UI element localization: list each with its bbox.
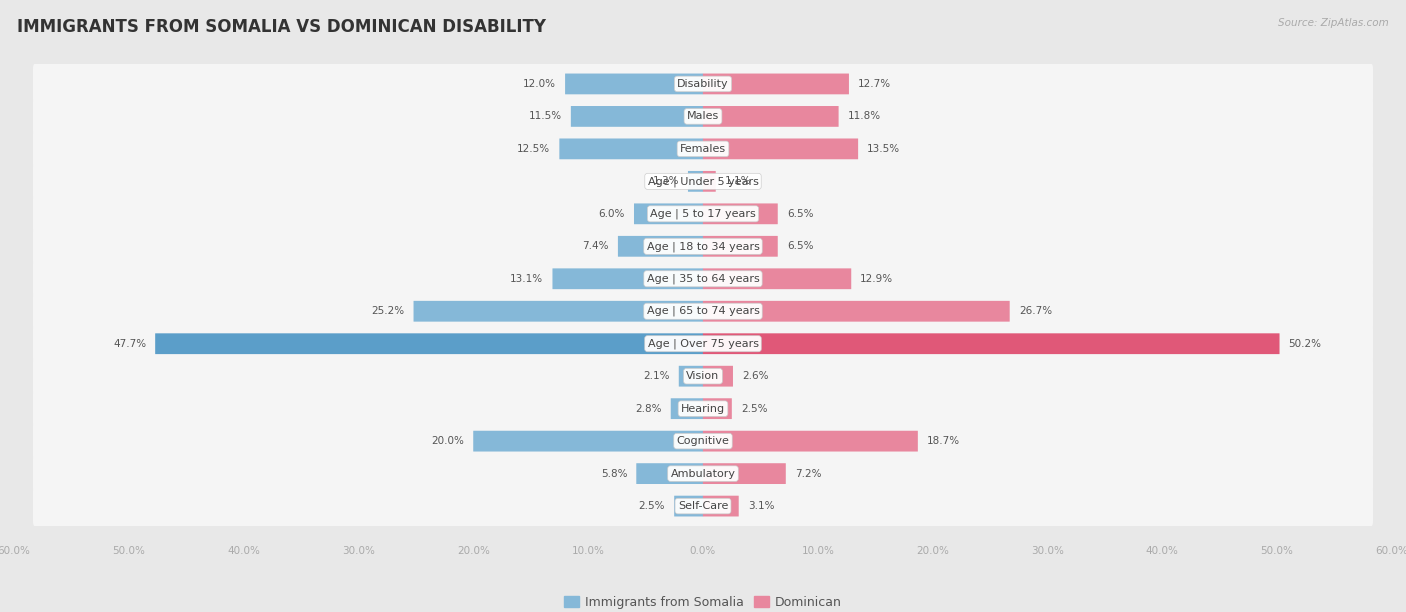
Text: Hearing: Hearing [681, 404, 725, 414]
FancyBboxPatch shape [703, 334, 1279, 354]
FancyBboxPatch shape [32, 97, 1374, 136]
FancyBboxPatch shape [637, 463, 703, 484]
FancyBboxPatch shape [32, 162, 1374, 201]
Text: 50.2%: 50.2% [1289, 338, 1322, 349]
Text: 2.8%: 2.8% [636, 404, 662, 414]
FancyBboxPatch shape [703, 398, 731, 419]
Text: Age | Over 75 years: Age | Over 75 years [648, 338, 758, 349]
FancyBboxPatch shape [703, 138, 858, 159]
FancyBboxPatch shape [32, 421, 1374, 461]
Text: Age | Under 5 years: Age | Under 5 years [648, 176, 758, 187]
FancyBboxPatch shape [571, 106, 703, 127]
FancyBboxPatch shape [32, 486, 1374, 526]
Text: 20.0%: 20.0% [432, 436, 464, 446]
FancyBboxPatch shape [703, 431, 918, 452]
Text: Females: Females [681, 144, 725, 154]
Text: 12.5%: 12.5% [517, 144, 550, 154]
FancyBboxPatch shape [703, 269, 851, 289]
FancyBboxPatch shape [703, 463, 786, 484]
Text: 2.5%: 2.5% [638, 501, 665, 511]
Text: 1.3%: 1.3% [652, 176, 679, 186]
Text: 2.5%: 2.5% [741, 404, 768, 414]
Text: 11.5%: 11.5% [529, 111, 562, 121]
FancyBboxPatch shape [32, 64, 1374, 104]
Text: 12.0%: 12.0% [523, 79, 555, 89]
Text: Age | 5 to 17 years: Age | 5 to 17 years [650, 209, 756, 219]
Text: 1.1%: 1.1% [725, 176, 751, 186]
FancyBboxPatch shape [32, 356, 1374, 396]
Text: 7.4%: 7.4% [582, 241, 609, 252]
Text: Source: ZipAtlas.com: Source: ZipAtlas.com [1278, 18, 1389, 28]
FancyBboxPatch shape [703, 301, 1010, 322]
FancyBboxPatch shape [155, 334, 703, 354]
Text: 11.8%: 11.8% [848, 111, 880, 121]
Text: 25.2%: 25.2% [371, 306, 405, 316]
FancyBboxPatch shape [675, 496, 703, 517]
FancyBboxPatch shape [32, 324, 1374, 364]
FancyBboxPatch shape [565, 73, 703, 94]
Text: Age | 18 to 34 years: Age | 18 to 34 years [647, 241, 759, 252]
FancyBboxPatch shape [703, 203, 778, 224]
FancyBboxPatch shape [32, 194, 1374, 234]
FancyBboxPatch shape [703, 236, 778, 256]
Text: 3.1%: 3.1% [748, 501, 775, 511]
Text: Cognitive: Cognitive [676, 436, 730, 446]
FancyBboxPatch shape [703, 496, 738, 517]
Text: 7.2%: 7.2% [794, 469, 821, 479]
Text: Self-Care: Self-Care [678, 501, 728, 511]
FancyBboxPatch shape [32, 389, 1374, 428]
Text: 13.5%: 13.5% [868, 144, 900, 154]
FancyBboxPatch shape [634, 203, 703, 224]
FancyBboxPatch shape [671, 398, 703, 419]
Text: 12.9%: 12.9% [860, 274, 893, 284]
FancyBboxPatch shape [32, 259, 1374, 299]
FancyBboxPatch shape [413, 301, 703, 322]
Text: 2.1%: 2.1% [643, 371, 669, 381]
FancyBboxPatch shape [560, 138, 703, 159]
Text: Males: Males [688, 111, 718, 121]
Text: Ambulatory: Ambulatory [671, 469, 735, 479]
Text: Disability: Disability [678, 79, 728, 89]
Text: IMMIGRANTS FROM SOMALIA VS DOMINICAN DISABILITY: IMMIGRANTS FROM SOMALIA VS DOMINICAN DIS… [17, 18, 546, 36]
Text: Vision: Vision [686, 371, 720, 381]
FancyBboxPatch shape [553, 269, 703, 289]
Legend: Immigrants from Somalia, Dominican: Immigrants from Somalia, Dominican [564, 595, 842, 609]
FancyBboxPatch shape [32, 129, 1374, 169]
Text: 6.5%: 6.5% [787, 209, 813, 219]
Text: 13.1%: 13.1% [510, 274, 543, 284]
Text: 2.6%: 2.6% [742, 371, 769, 381]
FancyBboxPatch shape [32, 291, 1374, 331]
Text: 6.0%: 6.0% [599, 209, 624, 219]
Text: 5.8%: 5.8% [600, 469, 627, 479]
FancyBboxPatch shape [703, 73, 849, 94]
Text: 18.7%: 18.7% [927, 436, 960, 446]
Text: 47.7%: 47.7% [112, 338, 146, 349]
FancyBboxPatch shape [32, 226, 1374, 266]
FancyBboxPatch shape [32, 453, 1374, 494]
Text: 26.7%: 26.7% [1019, 306, 1052, 316]
FancyBboxPatch shape [679, 366, 703, 387]
FancyBboxPatch shape [703, 171, 716, 192]
Text: 12.7%: 12.7% [858, 79, 891, 89]
FancyBboxPatch shape [703, 106, 838, 127]
FancyBboxPatch shape [617, 236, 703, 256]
FancyBboxPatch shape [474, 431, 703, 452]
Text: Age | 35 to 64 years: Age | 35 to 64 years [647, 274, 759, 284]
Text: Age | 65 to 74 years: Age | 65 to 74 years [647, 306, 759, 316]
Text: 6.5%: 6.5% [787, 241, 813, 252]
FancyBboxPatch shape [688, 171, 703, 192]
FancyBboxPatch shape [703, 366, 733, 387]
